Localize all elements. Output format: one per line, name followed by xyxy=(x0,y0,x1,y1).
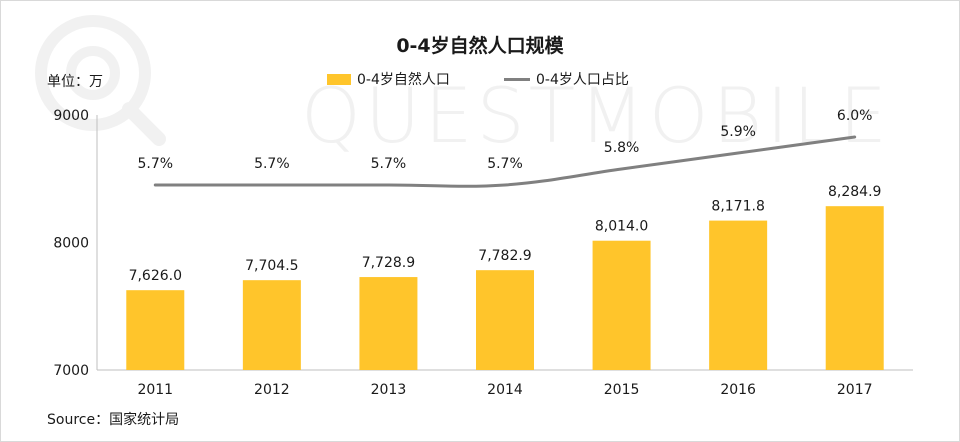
legend-bar-label: 0-4岁自然人口 xyxy=(357,72,450,88)
line-data-label: 6.0% xyxy=(837,108,873,124)
line-data-label: 5.7% xyxy=(371,156,407,172)
chart-title: 0-4岁自然人口规模 xyxy=(396,35,564,57)
line-data-label: 5.9% xyxy=(720,124,756,140)
line-data-label: 5.7% xyxy=(137,156,173,172)
unit-label: 单位：万 xyxy=(47,74,103,90)
bar xyxy=(242,280,301,370)
y-tick-label: 7000 xyxy=(53,363,89,379)
x-tick-label: 2013 xyxy=(371,382,407,398)
questmobile-logo-icon xyxy=(35,15,166,146)
line-data-label: 5.8% xyxy=(604,140,640,156)
bar xyxy=(709,220,768,370)
x-tick-label: 2016 xyxy=(720,382,756,398)
x-tick-label: 2014 xyxy=(487,382,523,398)
legend-item-bar: 0-4岁自然人口 xyxy=(327,69,450,89)
bar xyxy=(825,206,884,370)
bar-data-label: 7,704.5 xyxy=(245,258,298,274)
source-label: Source：国家统计局 xyxy=(47,412,180,428)
bar-data-label: 7,782.9 xyxy=(478,248,531,264)
bar-data-label: 8,171.8 xyxy=(711,199,764,215)
bar-data-label: 7,728.9 xyxy=(362,255,415,271)
x-tick-label: 2015 xyxy=(604,382,640,398)
line-data-label: 5.7% xyxy=(254,156,290,172)
legend-item-line: 0-4岁人口占比 xyxy=(504,69,629,89)
y-tick-label: 9000 xyxy=(53,108,89,124)
line-data-label: 5.7% xyxy=(487,156,523,172)
line-series xyxy=(153,135,857,188)
bar-data-label: 8,284.9 xyxy=(828,184,881,200)
bar xyxy=(592,240,651,370)
bar xyxy=(359,277,418,370)
bar-data-label: 7,626.0 xyxy=(129,268,182,284)
legend-line-label: 0-4岁人口占比 xyxy=(536,72,629,88)
bar-data-label: 8,014.0 xyxy=(595,219,648,235)
bar xyxy=(476,270,534,370)
x-tick-label: 2011 xyxy=(137,382,173,398)
y-tick-label: 8000 xyxy=(53,236,89,252)
legend-line-swatch xyxy=(504,77,530,81)
legend-bar-swatch xyxy=(327,73,351,85)
x-tick-label: 2012 xyxy=(254,382,290,398)
bar xyxy=(126,290,185,370)
x-tick-label: 2017 xyxy=(837,382,873,398)
